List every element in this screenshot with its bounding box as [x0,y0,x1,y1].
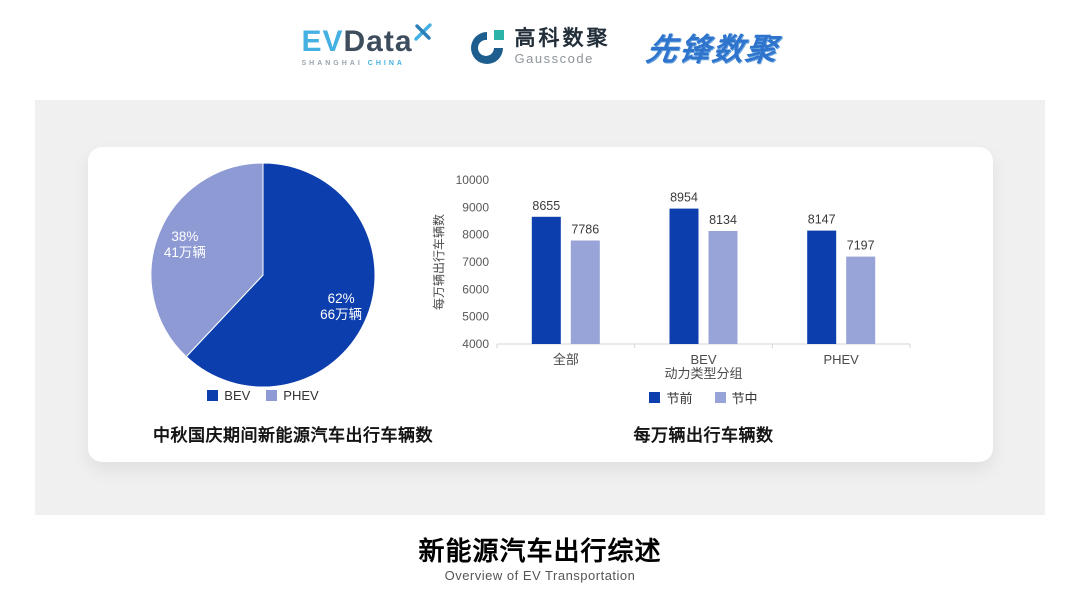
evdata-x-mark-icon [413,22,432,41]
legend-label: PHEV [283,388,319,403]
category-label: BEV [690,352,716,367]
bar [531,216,561,344]
charts-card: 62% 66万辆 38% 41万辆 BEV PHEV 中秋国庆期间新能源汽车出行车辆数 … [88,147,993,462]
legend-item: 节前 [649,388,693,407]
legend-label: 节中 [731,391,758,406]
gausscode-logo: 高科数聚 Gausscode [468,27,611,67]
y-tick-label: 8000 [462,228,489,242]
legend-swatch [207,390,219,401]
bar-value-label: 8954 [670,191,698,205]
y-axis-title: 每万辆出行车辆数 [431,214,446,310]
pie-slice [150,162,264,358]
legend-label: BEV [224,388,251,403]
bar [570,240,600,344]
legend-item: PHEV [266,388,319,403]
bar-chart: 4000 5000 6000 7000 8000 9000 10000 全部 8655 7786 B… [431,173,911,381]
y-tick-label: 5000 [462,310,489,324]
bar-caption: 每万辆出行车辆数 [633,426,774,445]
legend-item: BEV [207,388,250,403]
evdata-subtitle: SHANGHAI CHINA [301,60,404,67]
y-tick-label: 9000 [462,200,489,214]
bar-value-label: 8147 [808,213,836,227]
y-tick-label: 10000 [456,173,490,187]
category-label: 全部 [553,352,579,367]
bar [669,208,699,344]
y-tick-label: 7000 [462,255,489,269]
xianfeng-logo: 先锋数聚 [643,32,781,67]
evdata-wordmark: EV Data [301,22,432,58]
bar-chart-section: 4000 5000 6000 7000 8000 9000 10000 全部 8655 7786 B… [430,167,970,462]
report-title: 新能源汽车出行综述 [418,536,662,566]
report-subtitle: Overview of EV Transportation [444,568,636,583]
evdata-ev-text: EV [301,24,344,58]
legend-swatch [266,390,278,401]
evdata-shanghai-text: SHANGHAI [301,59,363,67]
gausscode-text: 高科数聚 Gausscode [515,28,611,65]
gausscode-en-name: Gausscode [514,51,594,66]
pie-legend: BEV PHEV [88,388,438,403]
category-label: PHEV [823,352,859,367]
pie-chart-section: 62% 66万辆 38% 41万辆 BEV PHEV 中秋国庆期间新能源汽车出行车辆数 [88,147,498,462]
evdata-logo: EV Data SHANGHAI CHINA [301,22,432,67]
bar [807,230,837,344]
legend-label: 节前 [666,391,693,406]
pie-caption: 中秋国庆期间新能源汽车出行车辆数 [153,426,433,445]
bar-value-label: 8655 [532,199,560,213]
evdata-data-text: Data [343,24,413,58]
pie-chart: 62% 66万辆 38% 41万辆 [150,162,376,388]
gausscode-g-icon [470,29,504,64]
bar [846,256,876,344]
legend-swatch [649,392,661,403]
bar [708,231,738,344]
y-tick-label: 6000 [462,282,489,296]
bar-value-label: 7197 [847,239,875,253]
bar-legend: 节前 节中 [497,388,910,407]
bar-value-label: 8134 [709,213,737,227]
content-panel: 62% 66万辆 38% 41万辆 BEV PHEV 中秋国庆期间新能源汽车出行车辆数 … [35,100,1045,515]
pie-slice-label: 38% 41万辆 [164,229,206,260]
legend-item: 节中 [714,388,758,407]
bar-value-label: 7786 [571,223,599,237]
legend-swatch [714,392,726,403]
evdata-china-text: CHINA [367,59,405,67]
pie-slice-label: 62% 66万辆 [320,291,362,322]
header-logos: EV Data SHANGHAI CHINA 高科数聚 Gausscode 先锋数… [0,22,1080,69]
y-tick-label: 4000 [462,337,489,351]
pie-slice [185,162,376,388]
x-axis-title: 动力类型分组 [664,366,742,381]
gausscode-cn-name: 高科数聚 [514,27,611,50]
